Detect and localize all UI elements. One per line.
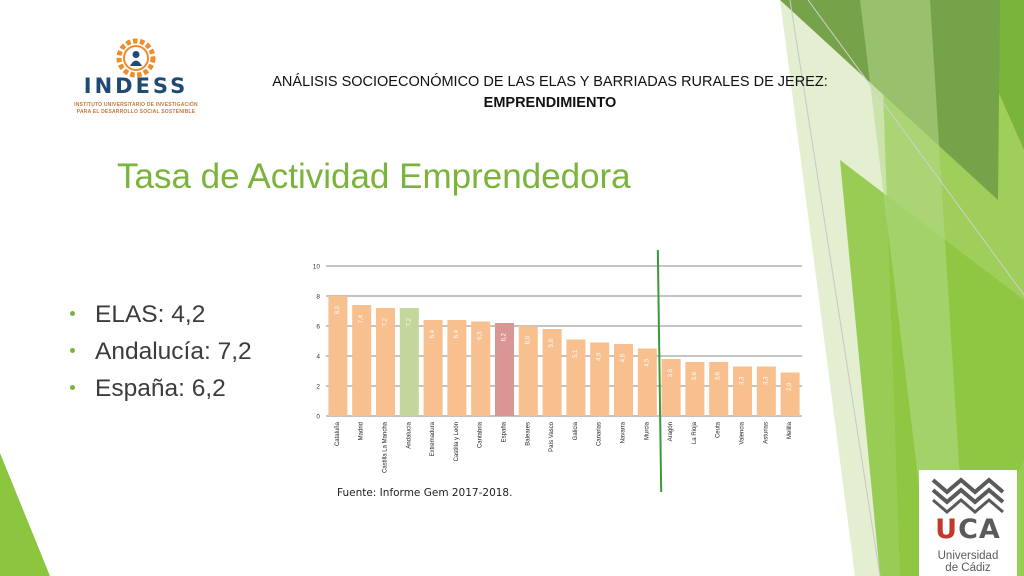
bar	[709, 362, 729, 416]
indess-brand: INDESS	[83, 74, 189, 98]
x-tick-label: País Vasco	[549, 421, 555, 452]
x-tick-label: Aragón	[668, 422, 674, 441]
x-tick-label: Cataluña	[335, 421, 341, 446]
bar	[352, 305, 372, 416]
x-tick-label: España	[502, 421, 508, 442]
x-tick-label: Castilla y León	[454, 422, 460, 461]
x-tick-label: Extremadura	[430, 421, 436, 456]
bullet-item-espana: España: 6,2	[70, 370, 252, 407]
x-tick-label: Valencia	[740, 421, 746, 444]
uca-letter-u: U	[935, 514, 959, 545]
uca-logo: UCA Universidad de Cádiz	[919, 470, 1017, 576]
y-tick-label: 10	[313, 264, 321, 271]
bar	[542, 329, 562, 416]
gear-person-icon	[116, 38, 156, 78]
bar	[423, 320, 443, 416]
data-label: 3,6	[716, 371, 722, 380]
data-label: 3,3	[763, 376, 769, 385]
x-tick-label: Galicia	[573, 421, 579, 440]
data-label: 6,0	[525, 335, 531, 344]
x-tick-label: Cantabria	[478, 421, 484, 448]
indess-logo: INDESS INSTITUTO UNIVERSITARIO DE INVEST…	[66, 38, 206, 118]
data-label: 5,1	[573, 349, 579, 358]
x-tick-label: Asturias	[763, 422, 769, 444]
bar	[518, 326, 538, 416]
uca-university-name: Universidad de Cádiz	[919, 550, 1017, 574]
bullet-dot-icon	[70, 311, 75, 317]
bar	[685, 362, 705, 416]
uca-name-line-1: Universidad	[937, 550, 999, 562]
bar	[566, 339, 586, 416]
bar	[590, 342, 610, 416]
y-tick-label: 0	[316, 414, 320, 421]
reference-line	[656, 250, 663, 493]
x-tick-label: Baleares	[525, 422, 531, 446]
slide-title: Tasa de Actividad Emprendedora	[117, 157, 631, 196]
bar	[780, 372, 800, 416]
data-label: 4,5	[644, 358, 650, 367]
data-label: 6,4	[454, 329, 460, 338]
data-label: 7,4	[359, 314, 365, 323]
indess-subtitle-2: PARA EL DESARROLLO SOCIAL SOSTENIBLE	[76, 109, 196, 115]
x-tick-label: Castilla La Mancha	[383, 421, 389, 473]
bar	[661, 359, 681, 416]
bar	[637, 348, 657, 416]
x-tick-label: Navarra	[621, 421, 627, 443]
x-tick-label: Murcia	[644, 421, 650, 440]
header-line-2: EMPRENDIMIENTO	[483, 95, 617, 111]
bullet-list: ELAS: 4,2 Andalucía: 7,2 España: 6,2	[70, 296, 252, 407]
bullet-text: Andalucía: 7,2	[95, 338, 252, 365]
bar	[732, 366, 753, 416]
bullet-text: España: 6,2	[95, 375, 226, 402]
bullet-dot-icon	[70, 385, 75, 391]
data-label: 7,2	[406, 317, 412, 326]
bar	[613, 344, 634, 416]
data-label: 3,6	[692, 371, 698, 380]
y-tick-label: 2	[316, 384, 320, 391]
data-label: 7,2	[383, 317, 389, 326]
y-tick-label: 4	[316, 354, 320, 361]
bar	[328, 296, 348, 416]
data-label: 2,9	[787, 382, 793, 391]
bar	[447, 320, 467, 416]
header-title: ANÁLISIS SOCIOECONÓMICO DE LAS ELAS Y BA…	[230, 72, 870, 114]
y-tick-label: 6	[316, 324, 320, 331]
x-tick-label: Andalucía	[406, 421, 412, 448]
data-label: 5,8	[549, 338, 555, 347]
x-tick-label: La Rioja	[692, 421, 698, 444]
x-tick-label: Canarias	[597, 422, 603, 446]
data-label: 6,3	[478, 331, 484, 340]
data-label: 3,3	[740, 376, 746, 385]
data-label: 6,4	[430, 329, 436, 338]
bar-chart: 0 2 4 6 8 10 8,0 Cataluña 7,4 Madrid 7,2 Castilla L…	[313, 250, 802, 493]
uca-letters: UCA	[919, 514, 1017, 545]
uca-name-line-2: de Cádiz	[945, 562, 991, 574]
x-tick-label: Melilla	[787, 421, 793, 439]
bar	[375, 308, 396, 416]
indess-subtitle-1: INSTITUTO UNIVERSITARIO DE INVESTIGACIÓN	[74, 102, 198, 108]
data-label: 8,0	[335, 305, 341, 314]
data-label: 4,8	[621, 353, 627, 362]
bullet-item-andalucia: Andalucía: 7,2	[70, 333, 252, 370]
uca-letters-ca: CA	[958, 514, 1001, 545]
data-label: 4,9	[597, 352, 603, 361]
bar	[494, 323, 515, 416]
data-label: 6,2	[502, 332, 508, 341]
data-label: 3,8	[668, 368, 674, 377]
x-tick-label: Madrid	[359, 422, 365, 440]
header-line-1: ANÁLISIS SOCIOECONÓMICO DE LAS ELAS Y BA…	[272, 74, 828, 90]
source-note: Fuente: Informe Gem 2017-2018.	[337, 487, 513, 499]
bullet-text: ELAS: 4,2	[95, 301, 206, 328]
x-tick-label: Ceuta	[716, 421, 722, 438]
y-tick-label: 8	[316, 294, 320, 301]
bullet-item-elas: ELAS: 4,2	[70, 296, 252, 333]
uca-emblem-icon	[931, 477, 1005, 514]
bullet-dot-icon	[70, 348, 75, 354]
bar	[756, 366, 776, 416]
bar	[471, 321, 491, 416]
bar	[399, 308, 419, 416]
